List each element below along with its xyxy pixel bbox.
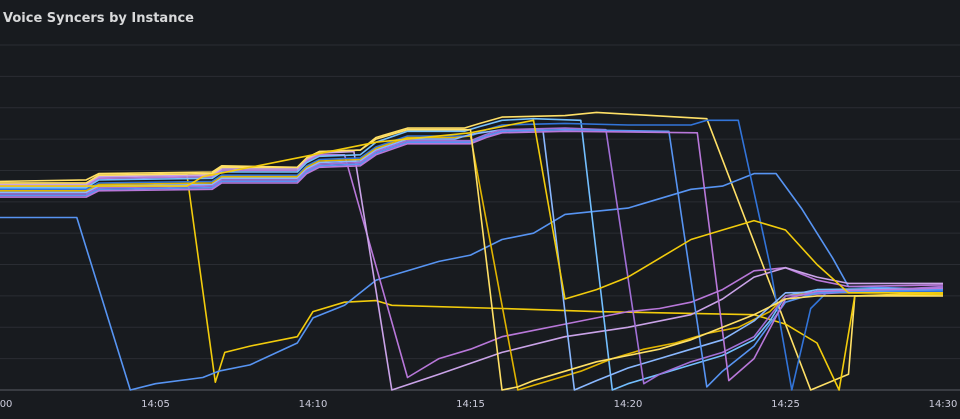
x-tick-label-5: 14:25 [771,399,800,410]
panel-title[interactable]: Voice Syncers by Instance [3,11,194,26]
series-line-3[interactable] [0,172,944,391]
series-line-11[interactable] [0,128,944,388]
series-line-4[interactable] [0,154,944,379]
series-line-2[interactable] [0,174,944,391]
series-line-12[interactable] [0,130,944,382]
series-line-5[interactable] [0,150,943,391]
x-axis: 14:00 14:05 14:10 14:15 14:20 14:25 14:30 [0,399,957,410]
x-tick-label-1: 14:05 [141,399,170,410]
series-line-6[interactable] [0,117,944,391]
x-tick-label-4: 14:20 [614,399,643,410]
series-line-10[interactable] [0,127,944,385]
series-line-9[interactable] [0,128,944,391]
chart-grid [0,44,960,391]
x-tick-label-2: 14:10 [299,399,328,410]
series-line-13[interactable] [0,128,943,391]
chart-series [0,111,944,391]
x-tick-label-3: 14:15 [456,399,485,410]
x-tick-label-6: 14:30 [929,399,958,410]
series-line-14[interactable] [0,119,943,300]
x-tick-label-0: 14:00 [0,399,12,410]
